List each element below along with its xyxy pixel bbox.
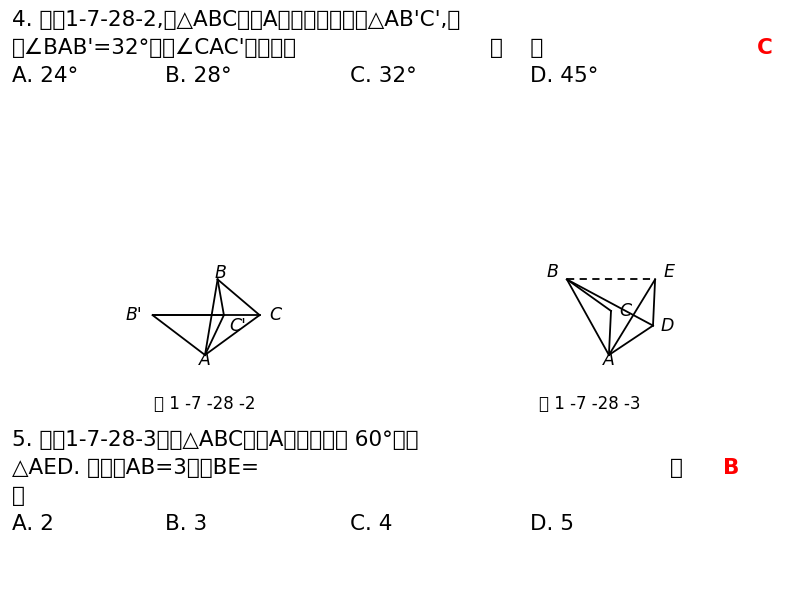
Text: A: A [199, 351, 211, 369]
Text: 知∠BAB'=32°，则∠CAC'的度数是: 知∠BAB'=32°，则∠CAC'的度数是 [12, 38, 297, 58]
Text: B: B [723, 458, 739, 478]
Text: 5. 如图1-7-28-3，将△ABC绕点A顺时针旋转 60°得到: 5. 如图1-7-28-3，将△ABC绕点A顺时针旋转 60°得到 [12, 430, 418, 450]
Text: △AED. 若线段AB=3，则BE=: △AED. 若线段AB=3，则BE= [12, 458, 259, 478]
Text: （    ）: （ ） [490, 38, 543, 58]
Text: C: C [619, 302, 631, 320]
Text: ）: ） [12, 486, 25, 506]
Text: C. 32°: C. 32° [350, 66, 417, 86]
Text: 图 1 -7 -28 -3: 图 1 -7 -28 -3 [539, 395, 641, 413]
Text: A. 24°: A. 24° [12, 66, 79, 86]
Text: C: C [270, 306, 282, 324]
Text: 图 1 -7 -28 -2: 图 1 -7 -28 -2 [154, 395, 256, 413]
Text: B. 28°: B. 28° [165, 66, 232, 86]
Text: D: D [661, 316, 674, 334]
Text: C: C [757, 38, 773, 58]
Text: B. 3: B. 3 [165, 514, 207, 534]
Text: B': B' [126, 306, 142, 324]
Text: 4. 如图1-7-28-2,把△ABC绕点A逆时针旋转得到△AB'C',已: 4. 如图1-7-28-2,把△ABC绕点A逆时针旋转得到△AB'C',已 [12, 10, 461, 30]
Text: A. 2: A. 2 [12, 514, 54, 534]
Text: C. 4: C. 4 [350, 514, 392, 534]
Text: E: E [663, 263, 674, 281]
Text: A: A [603, 351, 615, 369]
Text: B: B [547, 263, 559, 281]
Text: B: B [214, 265, 226, 283]
Text: D. 45°: D. 45° [530, 66, 599, 86]
Text: D. 5: D. 5 [530, 514, 574, 534]
Text: （: （ [670, 458, 690, 478]
Text: C': C' [229, 317, 246, 335]
